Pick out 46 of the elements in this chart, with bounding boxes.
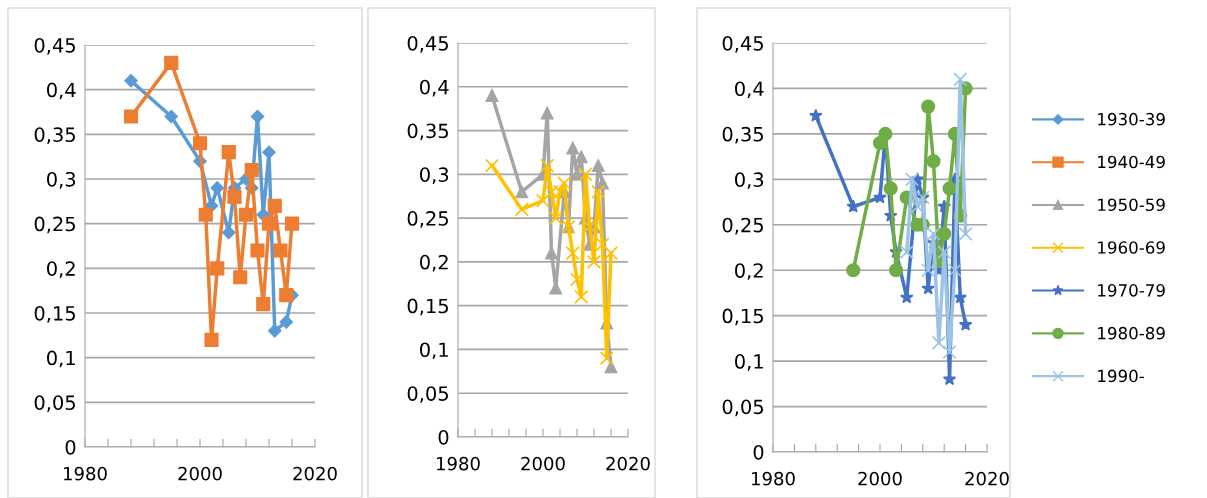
y-tick-label: 0,25 <box>722 217 763 235</box>
y-tick-label: 0,3 <box>47 171 76 189</box>
y-tick-label: 0,3 <box>735 172 764 189</box>
x-tick-label: 1980 <box>752 471 795 486</box>
y-tick-label: 0 <box>753 444 764 460</box>
y-tick-label: 0,1 <box>735 354 763 371</box>
legend-label: 1950-59 <box>1098 198 1165 212</box>
y-tick-label: 0,2 <box>420 254 448 272</box>
x-tick-label: 2020 <box>965 471 1009 486</box>
legend-label: 1990- <box>1098 369 1144 383</box>
x-tick-label: 1980 <box>437 456 480 471</box>
legend-label: 1960-69 <box>1098 241 1165 254</box>
y-tick-label: 0 <box>65 439 76 455</box>
legend-label: 1980-89 <box>1098 326 1165 340</box>
y-tick-label: 0 <box>438 429 449 445</box>
x-tick-label: 2000 <box>858 471 902 486</box>
y-tick-label: 0,4 <box>735 81 764 99</box>
y-tick-label: 0,45 <box>34 37 75 55</box>
y-tick-label: 0,35 <box>34 127 75 144</box>
y-tick-label: 0,25 <box>34 216 75 234</box>
y-tick-label: 0,35 <box>722 126 763 144</box>
y-tick-label: 0,45 <box>407 35 448 53</box>
y-tick-label: 0,3 <box>420 167 449 184</box>
y-tick-label: 0,15 <box>34 305 75 323</box>
x-tick-label: 2020 <box>606 456 650 471</box>
x-tick-label: 1980 <box>64 466 107 481</box>
y-tick-label: 0,4 <box>47 82 76 100</box>
legend-label: 1970-79 <box>1098 284 1165 297</box>
y-tick-label: 0,2 <box>47 261 75 278</box>
y-tick-label: 0,35 <box>407 123 448 141</box>
y-tick-label: 0,2 <box>735 263 763 280</box>
y-tick-label: 0,25 <box>407 211 448 228</box>
legend-label: 1930-39 <box>1098 112 1165 126</box>
x-tick-label: 2020 <box>293 466 337 481</box>
y-tick-label: 0,1 <box>47 350 75 368</box>
y-tick-label: 0,05 <box>34 395 75 412</box>
x-tick-label: 2000 <box>521 456 565 471</box>
y-tick-label: 0,45 <box>722 35 763 53</box>
y-tick-label: 0,15 <box>722 308 763 326</box>
y-tick-label: 0,4 <box>420 79 449 97</box>
legend-label: 1940-49 <box>1098 155 1165 169</box>
y-tick-label: 0,05 <box>722 399 763 417</box>
x-tick-label: 2000 <box>178 466 222 481</box>
y-tick-label: 0,1 <box>420 342 448 360</box>
y-tick-label: 0,05 <box>407 386 448 403</box>
y-tick-label: 0,15 <box>407 298 448 316</box>
